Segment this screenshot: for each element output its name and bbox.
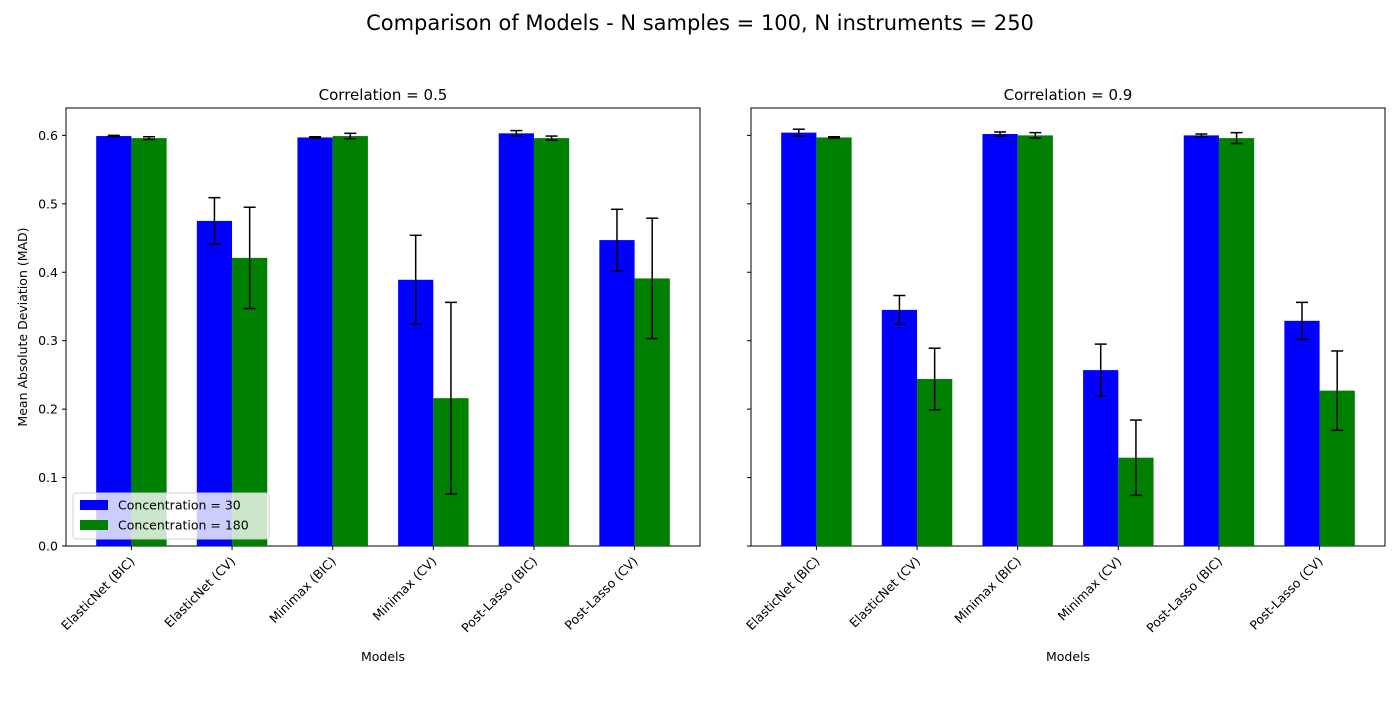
x-tick-label: Post-Lasso (CV) bbox=[562, 554, 641, 633]
y-axis-label: Mean Absolute Deviation (MAD) bbox=[15, 227, 30, 426]
bar-concentration-180 bbox=[131, 138, 167, 547]
x-tick-label: Post-Lasso (BIC) bbox=[458, 554, 540, 636]
panel-correlation-0-5: Correlation = 0.5 Models 0.0 0.1 0.2 0.3 0.4… bbox=[38, 86, 701, 664]
y-tick-label: 0.4 bbox=[38, 265, 58, 280]
bar-concentration-30 bbox=[297, 137, 333, 546]
legend: Concentration = 30 Concentration = 180 bbox=[72, 492, 270, 540]
x-tick-label: ElasticNet (BIC) bbox=[58, 554, 138, 634]
bar-concentration-30 bbox=[881, 309, 918, 546]
x-tick-label: Minimax (CV) bbox=[1055, 554, 1125, 624]
plot-frame bbox=[750, 107, 1386, 547]
bar-concentration-30 bbox=[982, 134, 1018, 546]
legend-swatch bbox=[80, 520, 108, 530]
bar-concentration-30 bbox=[96, 136, 132, 546]
bar-concentration-30 bbox=[781, 132, 817, 546]
bar-concentration-180 bbox=[1017, 135, 1053, 546]
bar-concentration-30 bbox=[498, 133, 534, 546]
y-tick-label: 0.0 bbox=[38, 539, 58, 554]
bar-concentration-30 bbox=[1284, 320, 1320, 546]
x-tick-label: ElasticNet (CV) bbox=[161, 554, 238, 631]
y-tick-label: 0.1 bbox=[38, 470, 58, 485]
plot-area: 0.0 0.1 0.2 0.3 0.4 0.5 0.6 ElasticNet (BIC) Ela… bbox=[38, 107, 701, 636]
x-axis-label: Models bbox=[361, 649, 405, 664]
y-tick-label: 0.2 bbox=[38, 402, 58, 417]
bar-concentration-30 bbox=[1183, 135, 1219, 546]
bar-concentration-180 bbox=[816, 137, 852, 546]
panel-title: Correlation = 0.5 bbox=[319, 86, 448, 104]
y-tick-label: 0.3 bbox=[38, 333, 58, 348]
x-tick-label: ElasticNet (CV) bbox=[846, 554, 923, 631]
y-tick-label: 0.6 bbox=[38, 128, 58, 143]
bar-concentration-30 bbox=[599, 240, 635, 546]
x-tick-label: Minimax (BIC) bbox=[266, 554, 339, 627]
x-axis-label: Models bbox=[1046, 649, 1090, 664]
plot-frame bbox=[65, 107, 701, 547]
x-tick-label: Post-Lasso (CV) bbox=[1247, 554, 1326, 633]
x-tick-label: Post-Lasso (BIC) bbox=[1143, 554, 1225, 636]
figure-title: Comparison of Models - N samples = 100, … bbox=[366, 11, 1034, 35]
legend-swatch bbox=[80, 500, 108, 510]
x-tick-label: ElasticNet (BIC) bbox=[743, 554, 823, 634]
x-tick-label: Minimax (CV) bbox=[370, 554, 440, 624]
bar-concentration-180 bbox=[533, 138, 570, 547]
panel-title: Correlation = 0.9 bbox=[1004, 86, 1133, 104]
bar-concentration-30 bbox=[196, 220, 233, 546]
legend-label: Concentration = 30 bbox=[118, 498, 241, 513]
bar-concentration-180 bbox=[1218, 138, 1255, 547]
plot-area: ElasticNet (BIC) ElasticNet (CV) Minimax (… bbox=[743, 107, 1386, 636]
x-tick-label: Minimax (BIC) bbox=[951, 554, 1024, 627]
bar-concentration-180 bbox=[332, 136, 368, 546]
legend-label: Concentration = 180 bbox=[118, 518, 249, 533]
legend-box bbox=[72, 492, 270, 540]
panel-correlation-0-9: Correlation = 0.9 Models ElasticNet (BIC… bbox=[743, 86, 1386, 664]
y-tick-label: 0.5 bbox=[38, 196, 58, 211]
bar-concentration-30 bbox=[1083, 370, 1119, 546]
